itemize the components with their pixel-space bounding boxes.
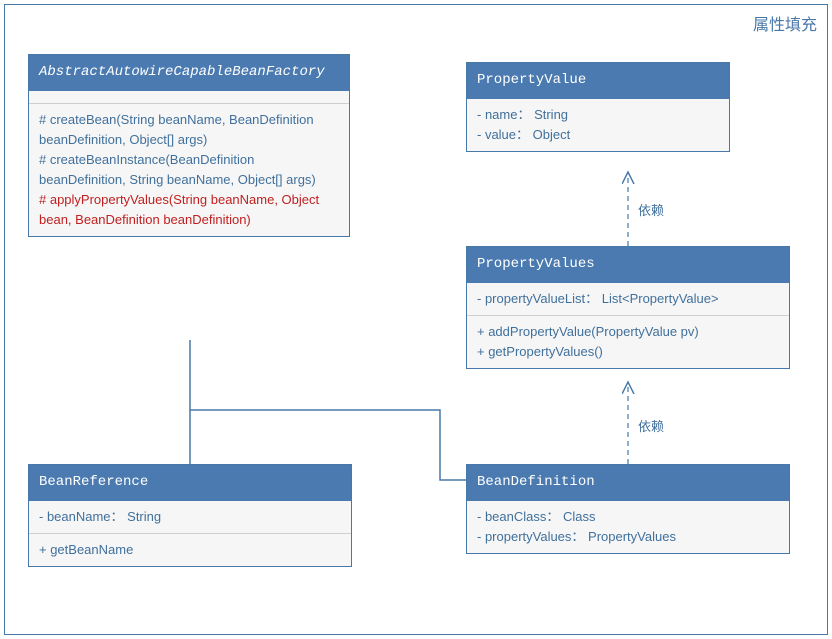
- method: + getPropertyValues(): [477, 342, 779, 362]
- class-beandefinition: BeanDefinition - beanClass： Class - prop…: [466, 464, 790, 554]
- class-factory-name: AbstractAutowireCapableBeanFactory: [29, 55, 349, 91]
- class-beanreference-name: BeanReference: [29, 465, 351, 501]
- class-factory-methods: # createBean(String beanName, BeanDefini…: [29, 103, 349, 237]
- class-propertyvalue-attrs: - name： String - value： Object: [467, 99, 729, 151]
- class-beanreference-attrs: - beanName： String: [29, 501, 351, 533]
- attr: - value： Object: [477, 125, 719, 145]
- dep-label-1: 依赖: [636, 416, 666, 435]
- class-propertyvalues-name: PropertyValues: [467, 247, 789, 283]
- method: + addPropertyValue(PropertyValue pv): [477, 322, 779, 342]
- attr: - name： String: [477, 105, 719, 125]
- class-beandefinition-attrs: - beanClass： Class - propertyValues： Pro…: [467, 501, 789, 553]
- method: + getBeanName: [39, 540, 341, 560]
- diagram-title: 属性填充: [753, 11, 817, 35]
- class-factory: AbstractAutowireCapableBeanFactory # cre…: [28, 54, 350, 237]
- attr: - propertyValues： PropertyValues: [477, 527, 779, 547]
- class-beanreference-methods: + getBeanName: [29, 533, 351, 566]
- class-beandefinition-name: BeanDefinition: [467, 465, 789, 501]
- class-propertyvalue-name: PropertyValue: [467, 63, 729, 99]
- class-propertyvalues-attrs: - propertyValueList： List<PropertyValue>: [467, 283, 789, 315]
- attr: - beanName： String: [39, 507, 341, 527]
- class-beanreference: BeanReference - beanName： String + getBe…: [28, 464, 352, 567]
- class-propertyvalues-methods: + addPropertyValue(PropertyValue pv) + g…: [467, 315, 789, 368]
- attr: - propertyValueList： List<PropertyValue>: [477, 289, 779, 309]
- attr: - beanClass： Class: [477, 507, 779, 527]
- method: # createBeanInstance(BeanDefinition bean…: [39, 150, 339, 190]
- class-propertyvalue: PropertyValue - name： String - value： Ob…: [466, 62, 730, 152]
- method: # createBean(String beanName, BeanDefini…: [39, 110, 339, 150]
- method-highlight: # applyPropertyValues(String beanName, O…: [39, 190, 339, 230]
- dep-label-0: 依赖: [636, 200, 666, 219]
- class-propertyvalues: PropertyValues - propertyValueList： List…: [466, 246, 790, 369]
- class-factory-attrs-empty: [29, 91, 349, 103]
